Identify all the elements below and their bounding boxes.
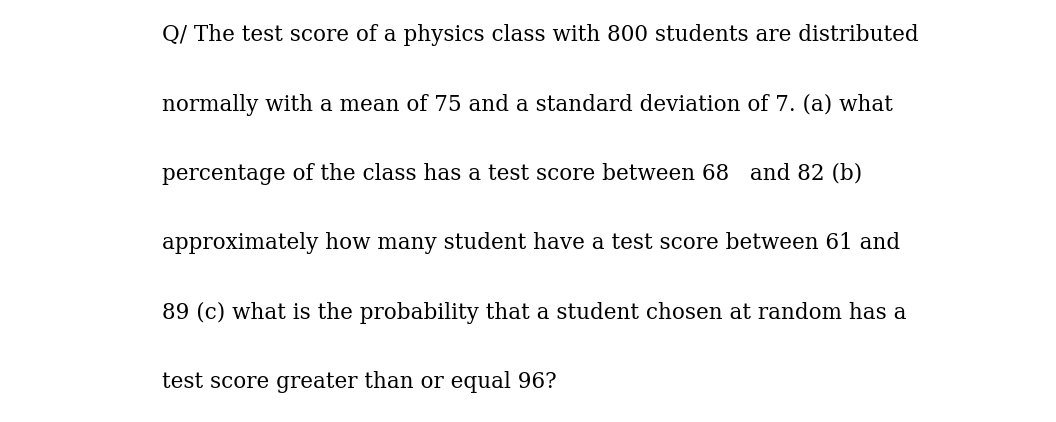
Text: test score greater than or equal 96?: test score greater than or equal 96? — [162, 371, 557, 393]
Text: 89 (c) what is the probability that a student chosen at random has a: 89 (c) what is the probability that a st… — [162, 302, 906, 324]
Text: normally with a mean of 75 and a standard deviation of 7. (a) what: normally with a mean of 75 and a standar… — [162, 93, 893, 116]
Text: approximately how many student have a test score between 61 and: approximately how many student have a te… — [162, 233, 900, 254]
Text: percentage of the class has a test score between 68   and 82 (b): percentage of the class has a test score… — [162, 163, 863, 185]
Text: Q/ The test score of a physics class with 800 students are distributed: Q/ The test score of a physics class wit… — [162, 24, 919, 46]
